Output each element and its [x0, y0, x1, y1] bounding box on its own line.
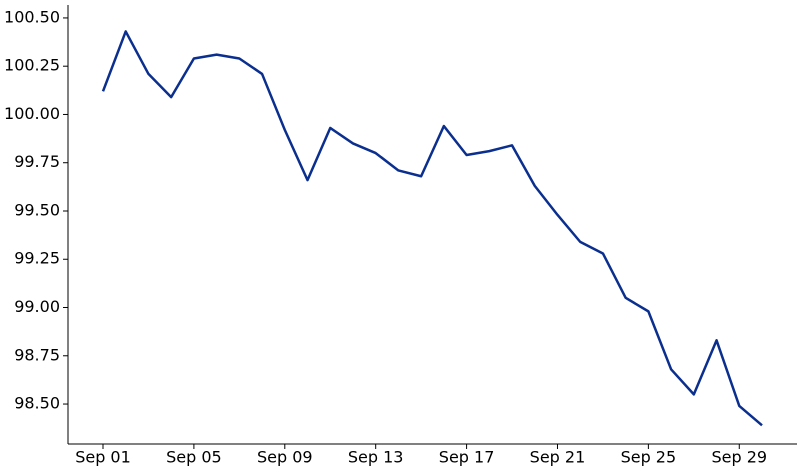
y-tick-label: 100.25 — [4, 56, 60, 75]
y-tick-label: 99.00 — [14, 297, 60, 316]
line-series — [101, 30, 763, 427]
x-tick-label: Sep 17 — [439, 448, 495, 467]
x-tick-label: Sep 09 — [257, 448, 313, 467]
y-tick-label: 99.75 — [14, 152, 60, 171]
x-tick-label: Sep 05 — [166, 448, 222, 467]
x-tick-label: Sep 13 — [348, 448, 404, 467]
x-tick-label: Sep 25 — [621, 448, 677, 467]
y-tick-label: 100.50 — [4, 7, 60, 26]
x-tick-label: Sep 21 — [530, 448, 586, 467]
y-tick-label: 99.25 — [14, 249, 60, 268]
x-tick-label: Sep 01 — [75, 448, 131, 467]
y-tick-label: 100.00 — [4, 104, 60, 123]
y-tick-label: 98.50 — [14, 394, 60, 413]
x-tick-label: Sep 29 — [711, 448, 767, 467]
y-tick-label: 98.75 — [14, 345, 60, 364]
y-tick-label: 99.50 — [14, 200, 60, 219]
